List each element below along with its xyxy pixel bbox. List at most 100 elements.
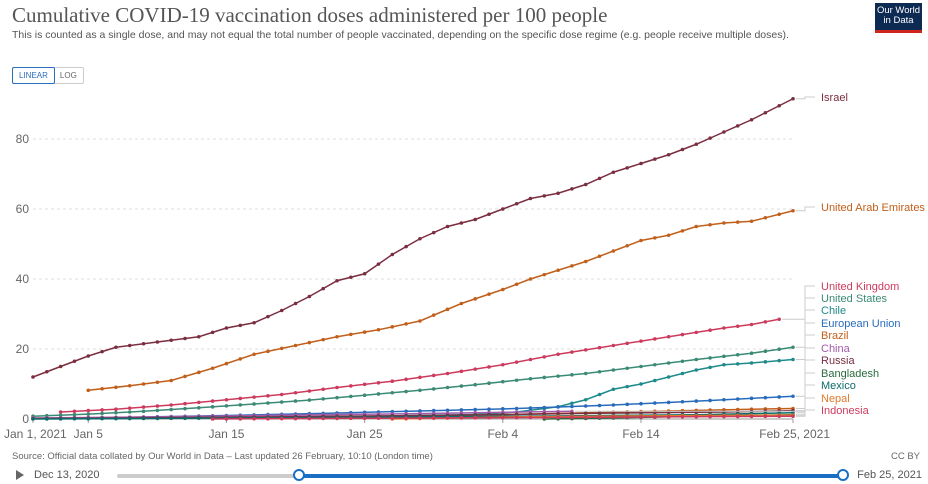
data-point [349, 332, 353, 337]
data-point [583, 371, 588, 376]
data-point [735, 414, 740, 419]
data-point [252, 352, 256, 357]
data-point [238, 403, 243, 407]
log-scale-button[interactable]: LOG [59, 71, 77, 80]
data-point [528, 415, 533, 420]
series-label-nepal: Nepal [821, 393, 850, 405]
timeline-end-handle[interactable] [837, 469, 849, 481]
data-point [224, 417, 229, 421]
data-point [556, 352, 560, 357]
timeline-start-handle[interactable] [293, 469, 305, 481]
data-point [183, 406, 187, 411]
data-point [722, 362, 726, 367]
x-tick-label: Jan 25 [347, 427, 383, 441]
data-point [583, 397, 588, 402]
data-point [666, 152, 671, 157]
data-point [141, 341, 146, 346]
data-point [625, 243, 629, 248]
logo-line-1: Our World [876, 5, 921, 16]
data-point [722, 354, 726, 359]
data-point [528, 277, 533, 281]
data-point [169, 378, 173, 383]
data-point [362, 382, 367, 387]
series-line-united-arab-emirates [88, 210, 794, 392]
data-point [763, 414, 768, 419]
data-point [514, 282, 519, 287]
data-point [100, 349, 104, 354]
series-line-chile [32, 358, 794, 420]
data-point [376, 380, 381, 385]
data-point [445, 408, 450, 413]
data-point [473, 415, 477, 420]
data-point [252, 402, 256, 406]
series-line-mexico [32, 411, 794, 420]
data-point [86, 354, 91, 358]
data-point [666, 361, 671, 365]
data-point [763, 110, 768, 115]
data-point [777, 212, 781, 217]
data-point [680, 359, 685, 364]
license-link[interactable]: CC BY [890, 451, 920, 462]
data-point [501, 207, 505, 211]
data-point [680, 371, 685, 376]
data-point [735, 220, 740, 224]
data-point [45, 417, 49, 421]
data-point [100, 408, 104, 412]
data-point [611, 170, 616, 175]
play-icon[interactable] [16, 470, 24, 480]
data-point [556, 405, 560, 409]
data-point [86, 412, 91, 416]
data-point [404, 389, 408, 394]
data-point [418, 319, 422, 323]
scale-toggle: LINEAR LOG [12, 67, 84, 84]
owid-logo[interactable]: Our World in Data [875, 3, 922, 33]
data-point [252, 395, 256, 399]
data-point [708, 398, 712, 403]
data-point [639, 382, 643, 386]
data-point [777, 414, 781, 419]
data-point [210, 399, 215, 403]
timeline-track[interactable] [117, 469, 849, 481]
data-point [514, 415, 519, 420]
data-point [293, 343, 298, 348]
data-point [680, 229, 685, 233]
data-point [266, 349, 270, 354]
data-point [528, 376, 533, 381]
x-tick-label: Feb 4 [487, 427, 518, 441]
data-point [197, 416, 201, 421]
data-point [708, 414, 712, 419]
data-point [321, 387, 325, 392]
series-label-china: China [821, 343, 851, 355]
data-point [473, 297, 477, 301]
data-point [611, 343, 616, 348]
linear-scale-button[interactable]: LINEAR [12, 67, 55, 84]
data-point [293, 301, 298, 306]
data-point [597, 345, 602, 350]
data-point [72, 417, 77, 421]
data-point [611, 249, 616, 253]
source-note: Source: Official data collated by Our Wo… [12, 451, 433, 462]
data-point [321, 286, 325, 291]
data-point [279, 392, 284, 397]
data-point [279, 308, 284, 313]
data-point [404, 322, 408, 326]
data-point [597, 176, 602, 181]
label-connector [796, 96, 815, 100]
data-point [597, 369, 602, 374]
data-point [459, 416, 464, 420]
data-point [680, 414, 685, 419]
data-point [514, 378, 519, 383]
data-point [487, 212, 491, 217]
chart-title: Cumulative COVID-19 vaccination doses ad… [12, 3, 608, 27]
data-point [777, 347, 781, 352]
data-point [362, 330, 367, 334]
data-point [625, 366, 629, 371]
data-point [694, 414, 699, 419]
data-point [100, 416, 104, 421]
y-tick-label: 40 [16, 272, 30, 286]
label-connector [796, 397, 815, 416]
data-point [749, 396, 754, 401]
data-point [349, 275, 353, 280]
data-point [570, 404, 574, 409]
data-point [722, 414, 726, 419]
